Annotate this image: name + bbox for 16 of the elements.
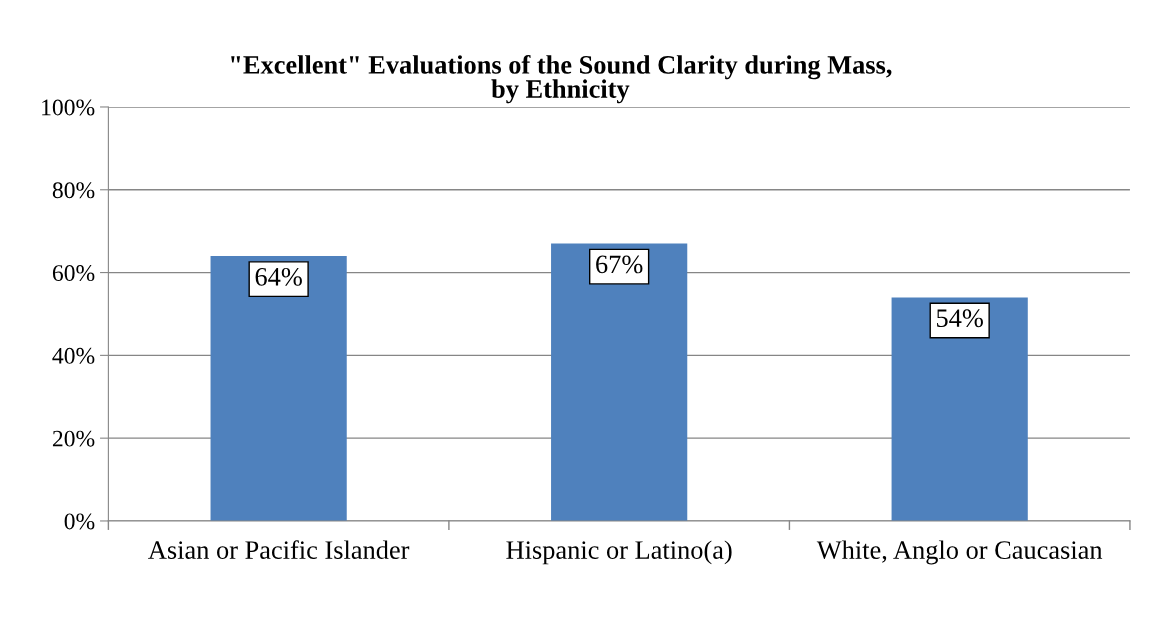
y-tick-label: 60% <box>52 265 95 282</box>
bar <box>891 297 1028 521</box>
data-label: 67% <box>596 255 643 274</box>
chart-title: "Excellent" Evaluations of the Sound Clarity during Mass, by Ethnicity <box>231 54 892 104</box>
y-tick-label: 0% <box>64 513 95 530</box>
data-label: 54% <box>937 309 983 328</box>
bar <box>551 243 688 521</box>
y-tick-label: 100% <box>42 99 95 116</box>
x-tick-label: Hispanic or Latino(a) <box>506 540 732 565</box>
y-tick-label: 20% <box>52 430 95 447</box>
data-label: 64% <box>255 267 302 286</box>
x-tick-label: Asian or Pacific Islander <box>148 540 410 559</box>
x-tick-label: White, Anglo or Caucasian <box>816 540 1103 565</box>
y-tick-label: 80% <box>52 182 95 199</box>
y-tick-label: 40% <box>52 347 95 364</box>
bar <box>210 256 347 521</box>
